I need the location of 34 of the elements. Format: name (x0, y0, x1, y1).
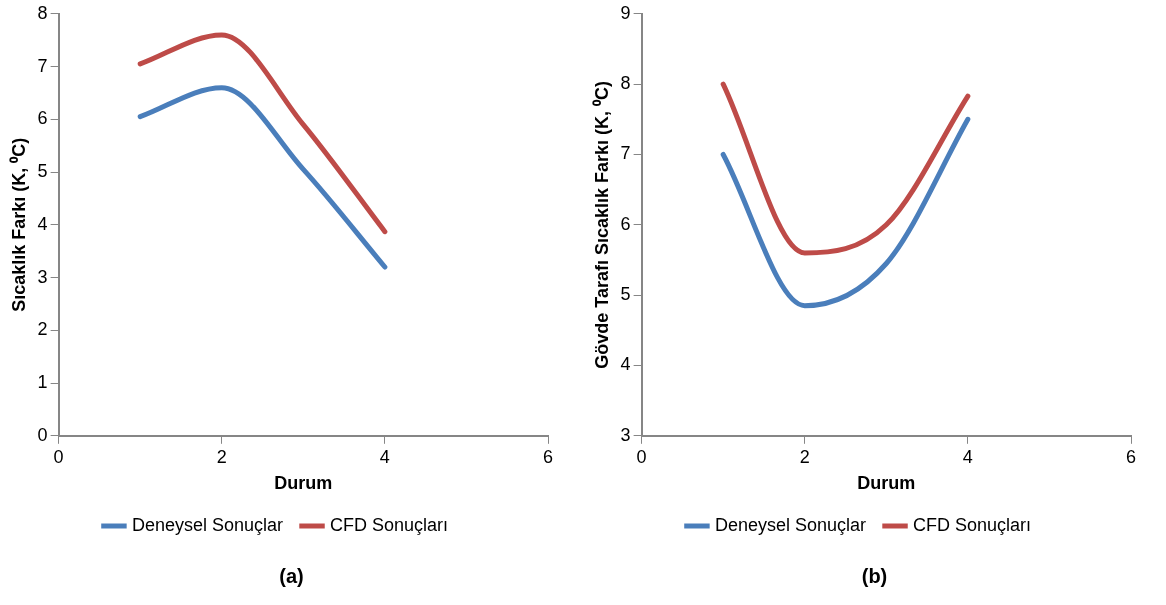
y-tick-label: 6 (37, 108, 48, 129)
text: (a) (278, 565, 305, 588)
y-axis-title: Gövde Tarafı Sıcaklık Farkı (K, ⁰C) (591, 80, 612, 369)
legend-label: Deneysel Sonuçlar (131, 514, 284, 535)
legend-label: Deneysel Sonuçlar (714, 514, 867, 535)
y-tick-label: 5 (620, 284, 631, 305)
x-tick-label: 2 (216, 446, 227, 467)
y-tick-label: 4 (620, 354, 631, 375)
y-tick-label: 3 (620, 424, 631, 445)
y-tick-label: 1 (37, 372, 48, 393)
y-tick-label: 2 (37, 319, 48, 340)
x-tick-label: 2 (799, 446, 810, 467)
x-tick-label: 4 (379, 446, 390, 467)
x-axis-title: Durum (857, 473, 916, 494)
y-tick-label: 5 (37, 161, 48, 182)
text: (b) (860, 565, 889, 588)
y-tick-label: 4 (37, 213, 48, 234)
y-tick-label: 7 (37, 55, 48, 76)
y-tick-label: 8 (620, 73, 631, 94)
legend-label: CFD Sonuçları (330, 514, 449, 535)
y-tick-label: 9 (620, 2, 631, 23)
x-tick-label: 6 (542, 446, 554, 467)
y-tick-label: 6 (620, 213, 631, 234)
x-tick-label: 6 (1125, 446, 1137, 467)
x-tick-label: 4 (962, 446, 973, 467)
x-tick-label: 0 (636, 446, 647, 467)
x-axis-title: Durum (274, 473, 333, 494)
y-tick-label: 7 (620, 143, 631, 164)
y-axis-title: Sıcaklık Farkı (K, ⁰C) (8, 137, 29, 312)
y-tick-label: 0 (37, 424, 48, 445)
y-tick-label: 3 (37, 266, 48, 287)
legend-label: CFD Sonuçları (913, 514, 1032, 535)
x-tick-label: 0 (53, 446, 64, 467)
y-tick-label: 8 (37, 2, 48, 23)
